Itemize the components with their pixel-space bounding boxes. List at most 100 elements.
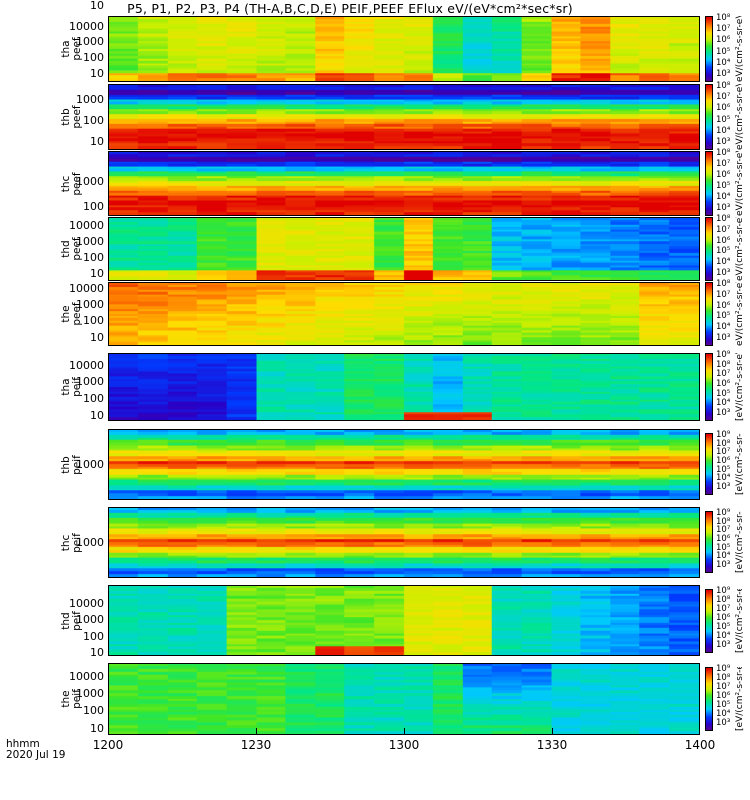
colorbar-tick-label: 10⁹ xyxy=(716,586,731,596)
colorbar-tick-label: 10⁷ xyxy=(716,289,731,300)
colorbar-tick-label: 10⁸ xyxy=(716,516,731,527)
colorbar-tick-label: 10⁸ xyxy=(716,359,731,370)
spectrogram-panel-3 xyxy=(108,217,700,281)
colorbar-tick-label: 10⁷ xyxy=(716,24,731,35)
colorbar xyxy=(705,217,713,281)
colorbar-tick-label: 10³ xyxy=(716,333,731,343)
colorbar-label: [eV/(cm²-s-sr-eV)] xyxy=(735,511,745,573)
colorbar-tick-label: 10⁵ xyxy=(716,700,731,710)
chart-title: P5, P1, P2, P3, P4 (TH-A,B,C,D,E) PEIF,P… xyxy=(127,1,573,16)
x-tick-mark xyxy=(699,728,700,735)
y-tick-label: 100 xyxy=(83,630,104,643)
colorbar-tick-label: 10⁴ xyxy=(716,473,731,484)
spectrogram-canvas xyxy=(109,17,699,81)
colorbar xyxy=(705,511,713,573)
y-tick-label: 100 xyxy=(83,392,104,405)
colorbar-tick-label: 10⁸ xyxy=(716,81,731,91)
y-tick-label: 1000 xyxy=(76,298,104,311)
spectrogram-panel-2 xyxy=(108,151,700,216)
y-tick-label: 1000 xyxy=(76,375,104,388)
spectrogram-panel-5 xyxy=(108,353,700,421)
colorbar-tick-label: 10⁶ xyxy=(716,613,731,623)
colorbar-tick-label: 10⁷ xyxy=(716,92,731,103)
y-tick-label: 10 xyxy=(90,67,104,80)
colorbar-tick-label: 10⁶ xyxy=(716,300,731,311)
spectrogram-panel-4 xyxy=(108,282,700,346)
colorbar-tick-label: 10⁴ xyxy=(716,57,731,68)
colorbar-tick-label: 10⁹ xyxy=(716,430,731,440)
colorbar-tick-label: 10⁸ xyxy=(716,279,731,289)
colorbar-tick-label: 10⁷ xyxy=(716,224,731,235)
spectrogram-canvas xyxy=(109,85,699,149)
colorbar-tick-label: 10⁴ xyxy=(716,322,731,333)
colorbar-tick-label: 10³ xyxy=(716,482,731,492)
colorbar-tick-label: 10⁷ xyxy=(716,682,731,692)
y-tick-label: 10000 xyxy=(69,219,104,232)
colorbar-tick-label: 10⁶ xyxy=(716,170,731,180)
spectrogram-canvas xyxy=(109,664,699,734)
colorbar-tick-label: 10⁴ xyxy=(716,125,731,136)
colorbar-tick-label: 10³ xyxy=(716,560,731,570)
colorbar-tick-label: 10⁷ xyxy=(716,525,731,536)
colorbar-tick-label: 10⁵ xyxy=(716,114,731,125)
colorbar-tick-label: 10⁸ xyxy=(716,673,731,683)
colorbar-tick-label: 10⁴ xyxy=(716,631,731,641)
colorbar-tick-label: 10⁶ xyxy=(716,35,731,46)
x-tick-mark xyxy=(108,728,109,735)
colorbar-tick-label: 10³ xyxy=(716,640,731,650)
colorbar-tick-label: 10⁸ xyxy=(716,214,731,224)
spectrogram-canvas xyxy=(109,218,699,280)
y-tick-label: 1000 xyxy=(76,687,104,700)
colorbar-tick-label: 10⁵ xyxy=(716,464,731,475)
y-tick-label: 100 xyxy=(83,704,104,717)
colorbar-tick-label: 10⁴ xyxy=(716,398,731,409)
x-tick-label: 1400 xyxy=(684,738,716,752)
y-tick-label: 10 xyxy=(90,267,104,280)
colorbar-label: eV/(cm²-s-sr-eV) (4) xyxy=(735,151,745,216)
colorbar-label: eV/(cm²-s-sr-eV) (4) xyxy=(735,16,745,82)
y-tick-label: 1000 xyxy=(76,35,104,48)
y-tick-label: 10000 xyxy=(69,20,104,33)
x-axis-label-date: 2020 Jul 19 xyxy=(6,749,66,761)
colorbar-tick-label: 10³ xyxy=(716,69,731,79)
y-tick-label: 10 xyxy=(90,135,104,148)
colorbar-tick-label: 10⁷ xyxy=(716,447,731,458)
colorbar-tick-label: 10⁵ xyxy=(716,542,731,553)
x-tick-label: 1230 xyxy=(240,738,272,752)
x-tick-mark xyxy=(256,728,257,735)
colorbar-tick-label: 10⁸ xyxy=(716,595,731,605)
colorbar-tick-label: 10⁵ xyxy=(716,388,731,399)
y-tick-label: 1000 xyxy=(76,613,104,626)
y-tick-label: 100 xyxy=(83,314,104,327)
spectrogram-canvas xyxy=(109,586,699,655)
y-tick-label: 10 xyxy=(90,331,104,344)
colorbar-tick-label: 10³ xyxy=(716,718,731,728)
spectrogram-canvas xyxy=(109,152,699,215)
colorbar xyxy=(705,282,713,346)
y-tick-label: 10 xyxy=(90,722,104,735)
colorbar-tick-label: 10⁷ xyxy=(716,369,731,380)
y-tick-label: 10000 xyxy=(69,359,104,372)
spectrogram-panel-9 xyxy=(108,663,700,735)
x-tick-mark xyxy=(552,728,553,735)
y-tick-label: 100 xyxy=(83,114,104,127)
colorbar-tick-label: 10⁴ xyxy=(716,257,731,268)
x-tick-label: 1200 xyxy=(92,738,124,752)
y-tick-label: 10000 xyxy=(69,597,104,610)
colorbar-tick-label: 10⁸ xyxy=(716,13,731,23)
spectrogram-canvas xyxy=(109,508,699,577)
colorbar-tick-label: 10⁷ xyxy=(716,604,731,614)
colorbar-tick-label: 10⁵ xyxy=(716,181,731,191)
colorbar xyxy=(705,433,713,495)
spectrogram-panel-8 xyxy=(108,585,700,656)
colorbar-tick-label: 10⁴ xyxy=(716,551,731,562)
y-tick-label: 1000 xyxy=(76,93,104,106)
colorbar-tick-label: 10⁶ xyxy=(716,379,731,389)
colorbar-tick-label: 10⁸ xyxy=(716,148,731,158)
y-tick-label: 100 xyxy=(83,51,104,64)
colorbar-tick-label: 10⁴ xyxy=(716,709,731,719)
spectrogram-panel-6 xyxy=(108,429,700,500)
y-tick-label: 10000 xyxy=(69,670,104,683)
spectrogram-panel-0 xyxy=(108,16,700,82)
colorbar-label: [eV/(cm²-s-sr-eV)] xyxy=(735,433,745,495)
